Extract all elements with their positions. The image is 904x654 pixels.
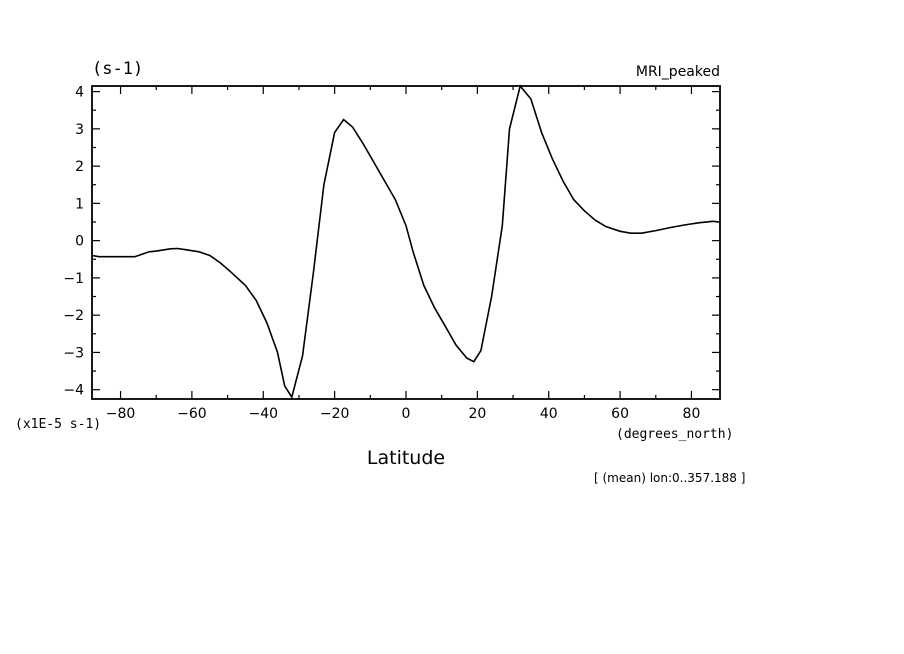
x-tick-label: 60 [611, 406, 629, 422]
y-tick-label: 2 [75, 159, 84, 175]
y-tick-label: −2 [63, 308, 84, 324]
series-line [91, 84, 721, 400]
x-tick-label: 20 [468, 406, 486, 422]
x-tick-label: 80 [683, 406, 701, 422]
title-left: (s-1) [92, 59, 143, 79]
y-tick-label: −3 [63, 345, 84, 361]
y-tick-label: 0 [75, 234, 84, 250]
x-tick-label: −60 [177, 406, 207, 422]
plot-frame [91, 85, 721, 400]
y-tick-label: −1 [63, 271, 84, 287]
x-tick-label: −80 [106, 406, 136, 422]
x-tick-label: −20 [320, 406, 350, 422]
x-axis-label: Latitude [367, 447, 445, 469]
tick-labels: −80 −60 −40 −20 0 20 40 60 80 −4 −3 −2 −1 0 1 2 3 4 [63, 85, 700, 422]
x-tick-label: −40 [248, 406, 278, 422]
y-tick-label: 4 [75, 85, 84, 101]
title-right: MRI_peaked [636, 64, 720, 80]
x-units-label: (degrees_north) [616, 427, 733, 442]
footnote: [ (mean) lon:0..357.188 ] [594, 471, 745, 485]
y-units-label: (x1E-5 s-1) [15, 417, 101, 432]
x-tick-label: 0 [402, 406, 411, 422]
y-tick-label: 1 [75, 196, 84, 212]
y-tick-label: 3 [75, 122, 84, 138]
y-tick-label: −4 [63, 383, 84, 399]
x-tick-label: 40 [540, 406, 558, 422]
tick-marks [92, 86, 720, 399]
